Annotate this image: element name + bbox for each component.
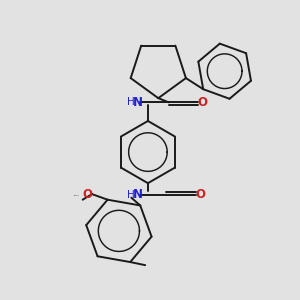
Text: H: H: [128, 190, 135, 200]
Text: O: O: [82, 188, 93, 201]
Text: O: O: [198, 96, 208, 109]
Text: methoxy: methoxy: [74, 195, 80, 196]
Text: O: O: [196, 188, 206, 201]
Text: N: N: [133, 96, 142, 109]
Text: H: H: [127, 97, 135, 107]
Text: N: N: [133, 188, 143, 201]
